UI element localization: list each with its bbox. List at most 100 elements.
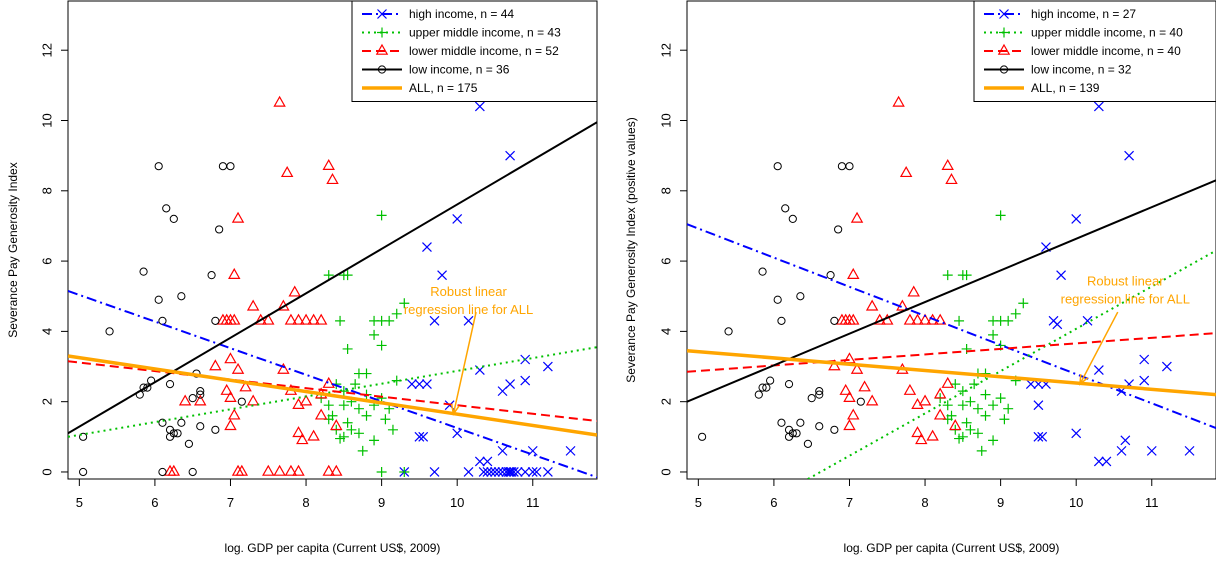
point-lower_middle xyxy=(926,429,939,441)
legend-label-low: low income, n = 32 xyxy=(1031,63,1132,77)
legend-label-high: high income, n = 27 xyxy=(1031,7,1136,21)
annotation-text: regression line for ALL xyxy=(404,302,533,317)
point-high xyxy=(531,467,542,477)
point-upper_middle xyxy=(1010,308,1021,319)
point-lower_middle xyxy=(239,380,252,392)
point-lower_middle xyxy=(903,313,917,325)
regression-line-all xyxy=(68,354,597,437)
point-upper_middle xyxy=(342,343,353,354)
point-upper_middle xyxy=(361,368,372,379)
point-high xyxy=(414,431,425,442)
point-upper_middle xyxy=(995,393,1006,404)
point-lower_middle xyxy=(228,313,241,325)
point-high xyxy=(505,150,516,161)
point-upper_middle xyxy=(399,466,410,477)
point-lower_middle xyxy=(911,426,924,438)
legend-label-all: ALL, n = 139 xyxy=(1031,81,1100,95)
point-lower_middle xyxy=(330,419,343,431)
point-upper_middle xyxy=(1003,315,1014,326)
y-tick-label: 8 xyxy=(658,187,673,194)
plot-area xyxy=(687,95,1216,479)
point-high xyxy=(1101,456,1112,467)
point-lower_middle xyxy=(847,313,860,325)
x-tick-label: 9 xyxy=(997,495,1004,510)
point-upper_middle xyxy=(954,315,965,326)
point-lower_middle xyxy=(167,464,181,476)
point-upper_middle xyxy=(346,424,357,435)
point-upper_middle xyxy=(361,410,372,421)
x-tick-label: 6 xyxy=(770,495,777,510)
point-high xyxy=(1139,354,1150,365)
point-lower_middle xyxy=(224,352,237,364)
point-upper_middle xyxy=(965,424,976,435)
point-lower_middle xyxy=(858,380,871,392)
point-upper_middle xyxy=(942,270,953,281)
point-lower_middle xyxy=(933,387,947,399)
point-lower_middle xyxy=(322,158,335,170)
point-low xyxy=(196,390,205,399)
point-high xyxy=(1124,150,1135,161)
point-upper_middle xyxy=(357,445,368,456)
point-low xyxy=(188,467,197,477)
point-lower_middle xyxy=(899,166,913,178)
point-lower_middle xyxy=(194,394,207,406)
point-high xyxy=(1056,270,1067,281)
point-upper_middle xyxy=(387,424,398,435)
legend-marker-upper_middle xyxy=(999,27,1009,38)
point-high xyxy=(1082,315,1093,326)
point-lower_middle xyxy=(209,359,222,371)
point-low xyxy=(173,429,182,438)
annotation-text: regression line for ALL xyxy=(1061,292,1190,307)
x-tick-label: 6 xyxy=(151,495,158,510)
point-lower_middle xyxy=(284,464,298,476)
point-low xyxy=(856,397,865,406)
legend-label-upper_middle: upper middle income, n = 43 xyxy=(409,26,561,40)
point-low xyxy=(784,432,794,441)
point-upper_middle xyxy=(957,400,968,411)
y-axis-label: Severance Pay Generosity Index xyxy=(6,162,20,337)
plot-area xyxy=(68,95,597,479)
point-upper_middle xyxy=(338,400,349,411)
point-high xyxy=(542,361,553,372)
point-high xyxy=(1120,435,1131,446)
point-upper_middle xyxy=(976,445,987,456)
point-upper_middle xyxy=(350,379,361,390)
point-high xyxy=(422,379,432,390)
annotation-arrowhead xyxy=(450,404,460,416)
legend-marker-high xyxy=(377,9,387,19)
point-upper_middle xyxy=(961,270,972,281)
point-high xyxy=(1071,213,1082,224)
point-lower_middle xyxy=(326,173,339,185)
point-upper_middle xyxy=(999,414,1010,425)
x-tick-label: 10 xyxy=(450,495,464,510)
point-lower_middle xyxy=(933,408,947,420)
legend-marker-lower_middle xyxy=(375,43,389,55)
x-tick-label: 11 xyxy=(1145,495,1159,510)
point-high xyxy=(429,467,440,477)
point-upper_middle xyxy=(353,403,364,414)
point-low xyxy=(154,162,163,171)
point-high xyxy=(463,315,474,326)
point-high xyxy=(505,379,516,390)
point-high xyxy=(1184,445,1195,456)
point-high xyxy=(1071,428,1082,439)
point-low xyxy=(777,418,786,427)
point-high xyxy=(503,467,514,477)
point-high xyxy=(463,467,474,477)
legend-marker-lower_middle xyxy=(997,43,1011,55)
point-high xyxy=(422,242,432,252)
x-tick-label: 5 xyxy=(76,495,83,510)
point-low xyxy=(815,390,824,399)
point-low xyxy=(177,292,186,301)
legend-label-low: low income, n = 36 xyxy=(409,63,510,77)
annotation-arrow xyxy=(452,311,477,415)
point-lower_middle xyxy=(918,313,932,325)
annotation-text: Robust linear xyxy=(430,284,507,299)
point-high xyxy=(1161,361,1172,372)
y-tick-label: 2 xyxy=(39,398,54,405)
point-high xyxy=(1093,456,1104,467)
legend-label-all: ALL, n = 175 xyxy=(409,81,478,95)
point-high xyxy=(414,379,425,390)
point-lower_middle xyxy=(907,285,920,297)
legend-marker-low xyxy=(999,65,1009,74)
